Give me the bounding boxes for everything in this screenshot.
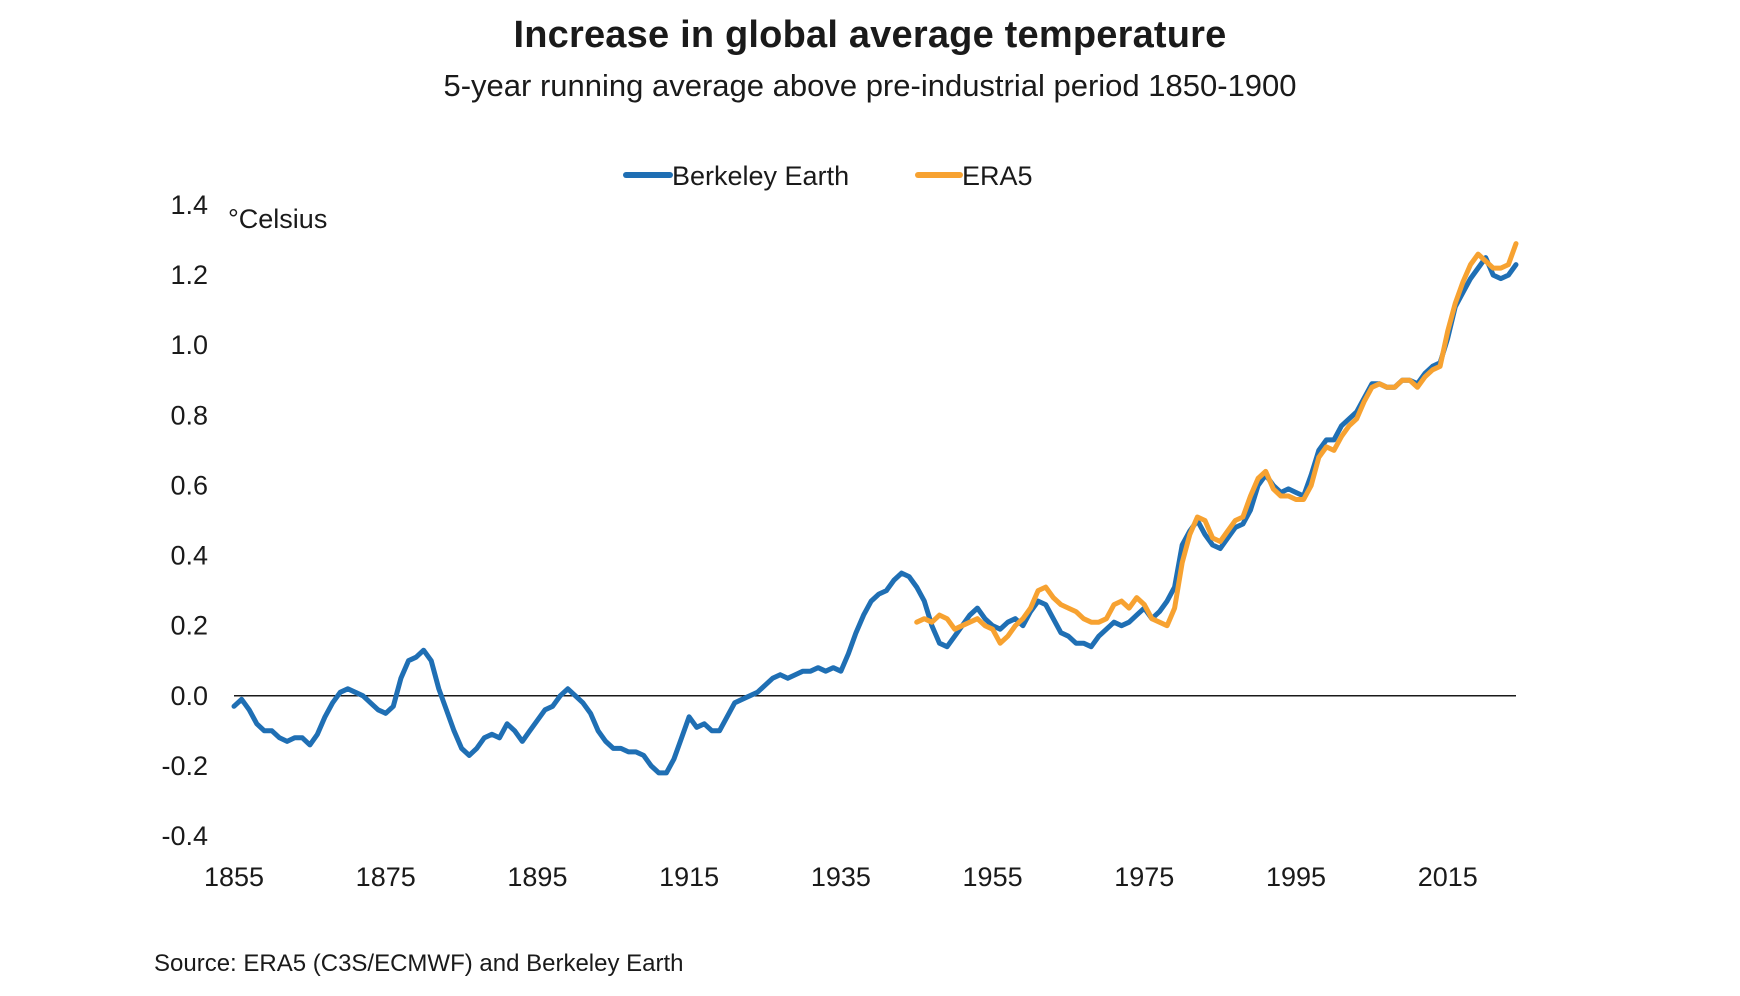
- x-tick-label: 1855: [204, 862, 264, 892]
- x-tick-label: 2015: [1418, 862, 1478, 892]
- y-tick-label: 0.6: [170, 470, 208, 500]
- chart-title: Increase in global average temperature: [513, 14, 1227, 56]
- series-line-era5: [914, 241, 1519, 646]
- series-layer: [231, 241, 1519, 776]
- y-tick-label: 0.8: [170, 400, 208, 430]
- x-axis-ticks: 1855 1875 1895 1915 1935 1955 1975 1995 2015: [204, 862, 1478, 892]
- y-tick-label: 0.2: [170, 611, 208, 641]
- legend: Berkeley Earth ERA5: [623, 161, 1033, 191]
- x-tick-label: 1995: [1266, 862, 1326, 892]
- x-tick-label: 1955: [963, 862, 1023, 892]
- x-tick-label: 1895: [507, 862, 567, 892]
- y-tick-label: 0.4: [170, 541, 208, 571]
- source-note: Source: ERA5 (C3S/ECMWF) and Berkeley Ea…: [154, 950, 684, 977]
- chart-subtitle: 5-year running average above pre-industr…: [443, 68, 1297, 103]
- y-tick-label: 1.4: [170, 190, 208, 220]
- legend-label-era5: ERA5: [962, 161, 1033, 191]
- legend-label-berkeley-earth: Berkeley Earth: [672, 161, 849, 191]
- y-axis-ticks: -0.4 -0.2 0.0 0.2 0.4 0.6 0.8 1.0 1.2 1.4: [161, 190, 208, 851]
- y-tick-label: 0.0: [170, 681, 208, 711]
- x-tick-label: 1875: [356, 862, 416, 892]
- y-tick-label: -0.4: [161, 821, 208, 851]
- y-tick-label: 1.2: [170, 260, 208, 290]
- y-axis-unit-label: °Celsius: [228, 204, 327, 234]
- x-tick-label: 1915: [659, 862, 719, 892]
- x-tick-label: 1935: [811, 862, 871, 892]
- y-tick-label: 1.0: [170, 330, 208, 360]
- x-tick-label: 1975: [1114, 862, 1174, 892]
- y-tick-label: -0.2: [161, 751, 208, 781]
- series-line-berkeley-earth: [231, 255, 1519, 776]
